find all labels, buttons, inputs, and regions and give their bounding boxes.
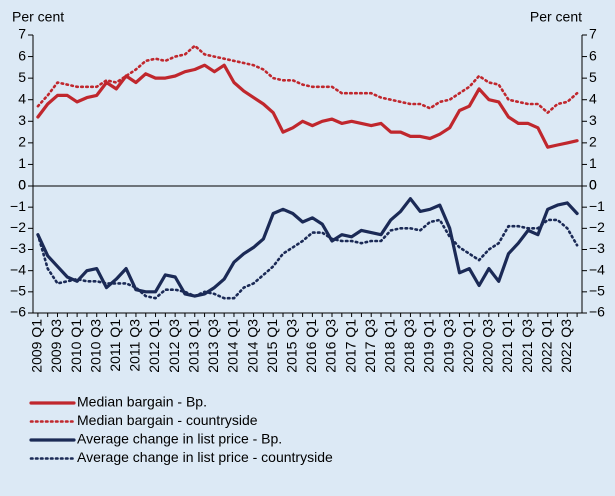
y2-tick-label: 0 bbox=[589, 177, 597, 193]
x-tick-label: 2021 Q3 bbox=[519, 319, 535, 373]
y-tick-label: −3 bbox=[10, 240, 26, 256]
y2-tick-label: 4 bbox=[589, 90, 597, 106]
x-tick-label: 2022 Q3 bbox=[558, 319, 574, 373]
legend-label: Median bargain - countryside bbox=[77, 412, 258, 428]
y-tick-label: 4 bbox=[18, 90, 26, 106]
y2-tick-label: 3 bbox=[589, 112, 597, 128]
x-tick-label: 2020 Q1 bbox=[460, 319, 476, 373]
x-tick-label: 2015 Q3 bbox=[283, 319, 299, 373]
y2-tick-label: −3 bbox=[589, 240, 605, 256]
legend-label: Average change in list price - Bp. bbox=[77, 431, 282, 447]
line-series bbox=[36, 63, 579, 149]
x-tick-label: 2020 Q3 bbox=[480, 319, 496, 373]
y2-tick-label: 0 bbox=[589, 177, 597, 193]
y-tick-label: 5 bbox=[18, 69, 26, 85]
y-axis-label: Per cent bbox=[12, 9, 64, 25]
x-tick-label: 2013 Q3 bbox=[205, 319, 221, 373]
x-tick-label: 2017 Q3 bbox=[362, 319, 378, 373]
x-tick-label: 2022 Q1 bbox=[538, 319, 554, 373]
x-tick-label: 2018 Q1 bbox=[382, 319, 398, 373]
x-tick-label: 2021 Q1 bbox=[499, 319, 515, 373]
x-tick-label: 2018 Q3 bbox=[401, 319, 417, 373]
x-tick-label: 2014 Q1 bbox=[225, 319, 241, 373]
y-tick-label: 3 bbox=[18, 112, 26, 128]
y-tick-label: −2 bbox=[10, 219, 26, 235]
x-tick-label: 2016 Q3 bbox=[323, 319, 339, 373]
y-tick-label: −5 bbox=[10, 283, 26, 299]
y-tick-label: −4 bbox=[10, 261, 26, 277]
y2-tick-label: −2 bbox=[589, 219, 605, 235]
x-tick-label: 2017 Q1 bbox=[342, 319, 358, 373]
legend-label: Average change in list price - countrysi… bbox=[77, 449, 333, 465]
y2-tick-label: 1 bbox=[589, 155, 597, 171]
x-tick-label: 2019 Q3 bbox=[440, 319, 456, 373]
y2-tick-label: −5 bbox=[589, 283, 605, 299]
line-series bbox=[36, 44, 579, 114]
y-tick-label: −1 bbox=[10, 198, 26, 214]
y2-axis-label: Per cent bbox=[530, 9, 582, 25]
y-tick-label: −6 bbox=[10, 304, 26, 320]
x-tick-label: 2015 Q1 bbox=[264, 319, 280, 373]
x-tick-label: 2019 Q1 bbox=[421, 319, 437, 373]
x-tick-label: 2010 Q1 bbox=[68, 319, 84, 373]
y2-tick-label: 5 bbox=[589, 69, 597, 85]
x-tick-label: 2012 Q1 bbox=[146, 319, 162, 373]
y-tick-label: 0 bbox=[18, 177, 26, 193]
y-tick-label: 1 bbox=[18, 155, 26, 171]
x-tick-label: 2010 Q3 bbox=[87, 319, 103, 373]
y2-tick-label: −6 bbox=[589, 304, 605, 320]
line-series bbox=[36, 197, 579, 298]
y2-tick-label: 2 bbox=[589, 134, 597, 150]
y-tick-label: 2 bbox=[18, 134, 26, 150]
x-tick-label: 2014 Q3 bbox=[244, 319, 260, 373]
x-tick-label: 2016 Q1 bbox=[303, 319, 319, 373]
y2-tick-label: 7 bbox=[589, 26, 597, 42]
x-tick-label: 2013 Q1 bbox=[185, 319, 201, 373]
legend-label: Median bargain - Bp. bbox=[77, 394, 207, 410]
y2-tick-label: −1 bbox=[589, 198, 605, 214]
y-tick-label: 6 bbox=[18, 47, 26, 63]
y2-tick-label: 6 bbox=[589, 47, 597, 63]
x-tick-label: 2011 Q3 bbox=[127, 319, 143, 372]
line-series bbox=[36, 218, 579, 300]
y-tick-label: 0 bbox=[18, 177, 26, 193]
y-tick-label: 7 bbox=[18, 26, 26, 42]
x-tick-label: 2011 Q1 bbox=[107, 319, 123, 372]
x-tick-label: 2009 Q3 bbox=[48, 319, 64, 373]
x-tick-label: 2009 Q1 bbox=[29, 319, 45, 373]
y2-tick-label: −4 bbox=[589, 261, 605, 277]
x-tick-label: 2012 Q3 bbox=[166, 319, 182, 373]
